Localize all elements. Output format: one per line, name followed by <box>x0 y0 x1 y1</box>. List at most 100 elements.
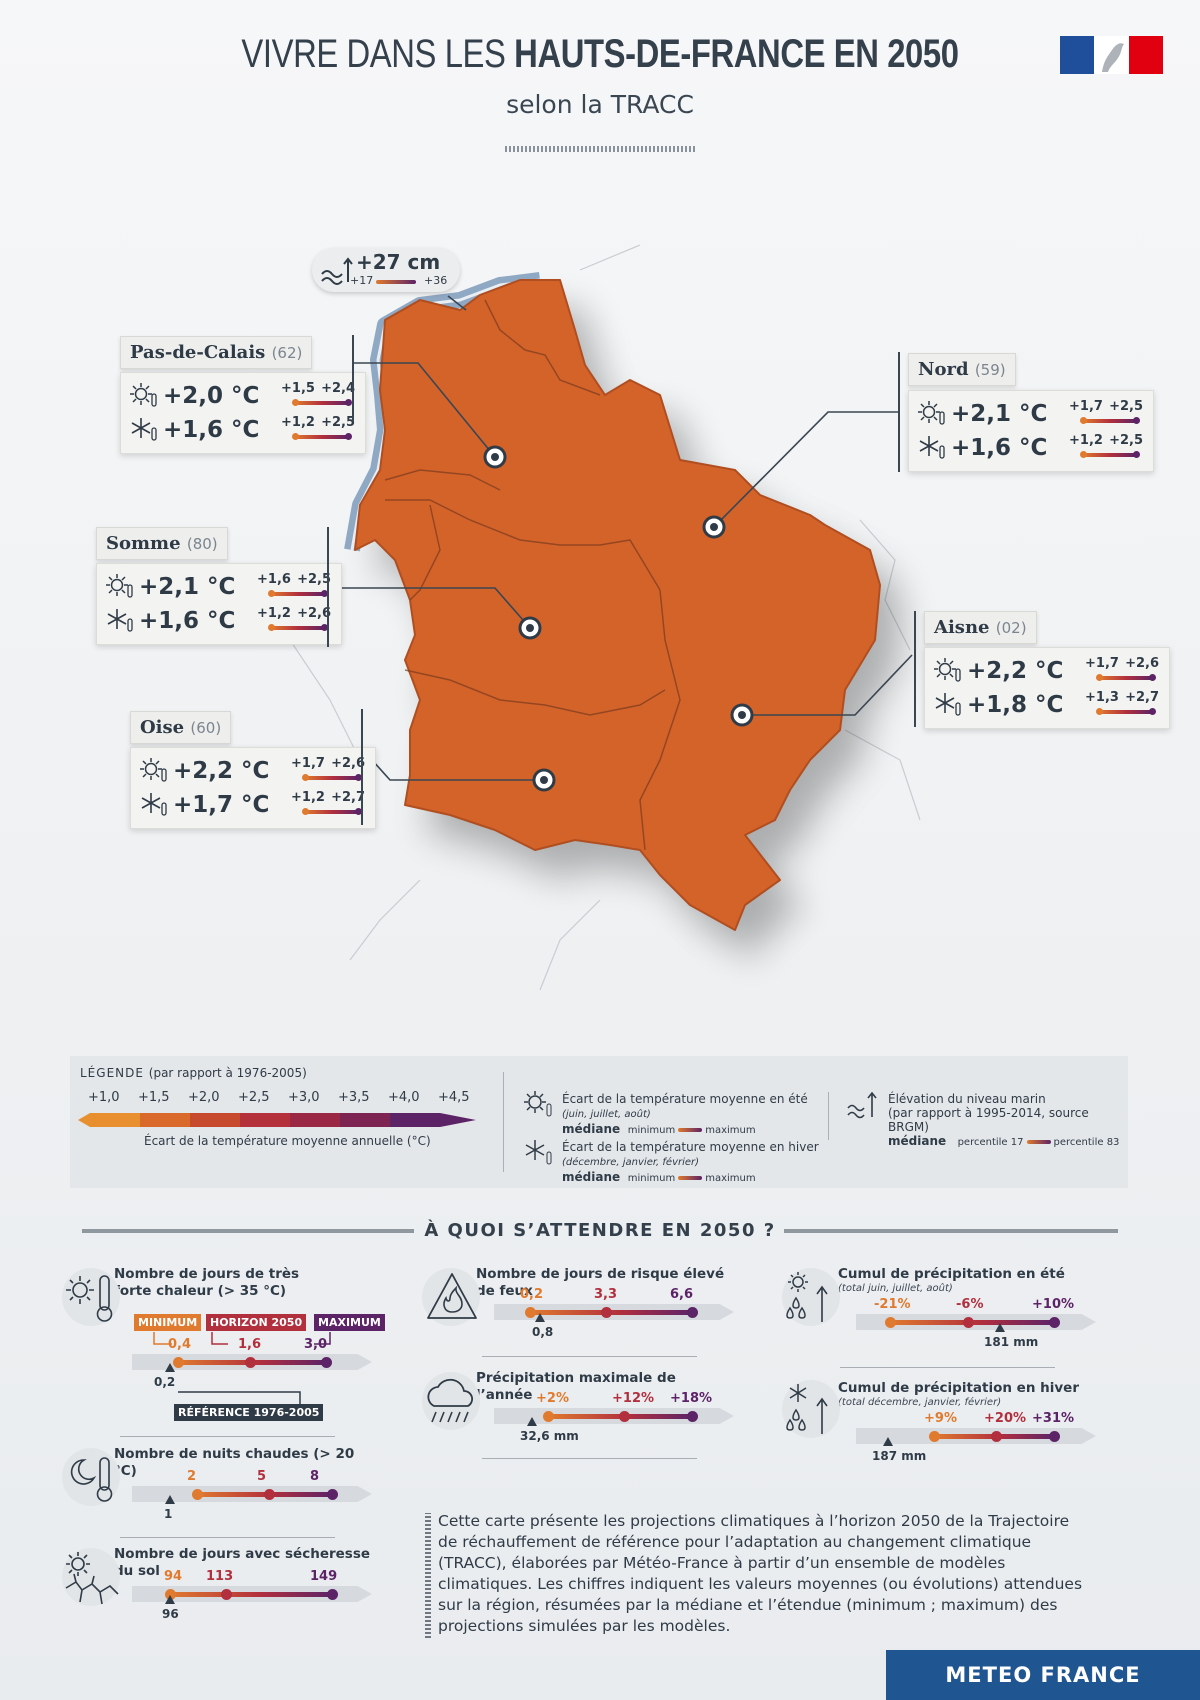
rain-cloud-icon <box>427 1378 474 1423</box>
title-divider <box>505 146 695 152</box>
winter-min: +1,2 <box>281 415 315 430</box>
indicator-min-label: 2 <box>187 1469 197 1484</box>
region-label-aisne: Aisne (02) <box>924 611 1037 644</box>
fire-warning-icon <box>427 1273 477 1319</box>
region-label-pas-de-calais: Pas-de-Calais (62) <box>120 336 313 369</box>
winter-range: +1,2 +2,5 <box>281 415 355 445</box>
indicator-median-dot <box>601 1307 612 1318</box>
summer-max: +2,6 <box>1125 656 1159 671</box>
snowflake-thermometer-icon <box>931 690 967 720</box>
region-card-aisne: +2,2 °C +1,7 +2,6 +1,8 °C +1,3 +2,7 <box>924 647 1170 729</box>
region-leader-bar <box>361 709 363 825</box>
reference-marker <box>165 1595 175 1604</box>
summer-value: +2,1 °C <box>951 401 1048 427</box>
winter-value: +1,6 °C <box>951 435 1048 461</box>
legend-scale-caption: Écart de la température moyenne annuelle… <box>144 1134 431 1148</box>
sea-level-range-bar <box>376 280 416 284</box>
indicator-median-dot <box>991 1431 1002 1442</box>
winter-range: +1,2 +2,6 <box>257 606 331 636</box>
sun-drops-arrow-icon <box>786 1272 828 1322</box>
summer-range: +1,7 +2,6 <box>291 756 365 786</box>
indicator-max-precip: Précipitation maximale de l’année +2% +12%… <box>476 1370 736 1450</box>
indicator-reference-label: 0,2 <box>154 1375 176 1389</box>
indicator-title-line: forte chaleur (> 35 °C) <box>114 1283 287 1299</box>
legend-winter-title: Écart de la température moyenne en hiver <box>562 1140 819 1154</box>
summer-min: +1,7 <box>291 756 325 771</box>
legend-winter-maximum: maximum <box>705 1173 756 1184</box>
indicator-max-dot <box>1049 1317 1060 1328</box>
legend-summer-median: médiane <box>562 1122 621 1136</box>
region-card-nord: +2,1 °C +1,7 +2,5 +1,6 °C +1,2 +2,5 <box>908 390 1154 472</box>
region-name: Nord <box>918 359 969 380</box>
legend-sea-median: médiane <box>888 1134 947 1148</box>
legend-tick: +4,0 <box>388 1090 420 1105</box>
winter-min: +1,3 <box>1085 690 1119 705</box>
legend-tick: +1,0 <box>88 1090 120 1105</box>
legend-tick: +2,0 <box>188 1090 220 1105</box>
sea-level-max: +36 <box>424 274 448 287</box>
indicator-title: Nombre de jours de risque élevé de feux <box>476 1266 725 1299</box>
region-leader-bar <box>914 611 916 727</box>
summer-max: +2,5 <box>297 572 331 587</box>
separator <box>120 1436 335 1437</box>
legend-summer-sub: (juin, juillet, août) <box>562 1109 651 1120</box>
reference-marker <box>995 1323 1005 1332</box>
winter-row: +1,6 °C +1,2 +2,5 <box>127 413 355 447</box>
summer-range: +1,7 +2,5 <box>1069 399 1143 429</box>
indicator-median-label: 3,3 <box>594 1287 618 1302</box>
legend-scale-left-arrow <box>78 1113 90 1127</box>
summer-row: +2,1 °C +1,7 +2,5 <box>915 397 1143 431</box>
summer-value: +2,0 °C <box>163 383 260 409</box>
indicator-reference-label: 181 mm <box>984 1335 1039 1349</box>
indicator-min-label: 0,2 <box>520 1287 544 1302</box>
indicator-reference-label: 1 <box>164 1507 173 1521</box>
reference-marker <box>535 1313 545 1322</box>
sea-wave-arrow-icon <box>321 257 353 285</box>
legend-scale-segment <box>140 1113 190 1127</box>
legend-sea: Élévation du niveau marin (par rapport à… <box>888 1092 1128 1150</box>
legend-tick: +2,5 <box>238 1090 270 1105</box>
indicator-min-label: +9% <box>924 1411 957 1426</box>
winter-value: +1,7 °C <box>173 792 270 818</box>
summer-min: +1,7 <box>1085 656 1119 671</box>
legend-scale-right-arrow <box>440 1113 476 1127</box>
summer-range-bar <box>292 399 352 406</box>
sea-level-value: +27 cm <box>356 250 441 274</box>
page-title: VIVRE DANS LES HAUTS-DE-FRANCE EN 2050 <box>108 32 1092 77</box>
page-subtitle: selon la TRACC <box>506 90 694 119</box>
reference-marker <box>527 1417 537 1426</box>
indicator-hot-days: Nombre de jours de très forte chaleur (> … <box>114 1266 385 1426</box>
indicator-median-label: 5 <box>257 1469 267 1484</box>
indicator-title: Nombre de nuits chaudes (> 20 °C) <box>114 1446 355 1479</box>
legend-summer-title: Écart de la température moyenne en été <box>562 1092 808 1106</box>
winter-range-bar <box>292 433 352 440</box>
indicator-median-label: -6% <box>956 1297 984 1312</box>
summer-value: +2,2 °C <box>967 658 1064 684</box>
indicator-max-label: 149 <box>310 1569 338 1584</box>
indicator-median-label: +12% <box>612 1391 655 1406</box>
indicator-title-line: Nombre de jours de très <box>114 1266 300 1282</box>
sun-thermometer-icon <box>103 572 139 602</box>
winter-min: +1,2 <box>257 606 291 621</box>
legend-sea-p83: percentile 83 <box>1053 1137 1120 1148</box>
indicator-min-label: +2% <box>536 1391 569 1406</box>
indicator-fire: Nombre de jours de risque élevé de feux 0… <box>476 1266 736 1346</box>
department-borders <box>384 299 681 851</box>
summer-max: +2,4 <box>321 381 355 396</box>
winter-value: +1,6 °C <box>163 417 260 443</box>
summer-row: +2,2 °C +1,7 +2,6 <box>137 754 365 788</box>
snowflake-thermometer-icon <box>915 433 951 463</box>
indicator-reference-label: 187 mm <box>872 1449 927 1463</box>
snow-drops-arrow-icon <box>786 1384 828 1434</box>
reference-marker <box>165 1495 175 1504</box>
legend-summer-minimum: minimum <box>627 1125 676 1136</box>
legend-panel: LÉGENDE (par rapport à 1976-2005) +1,0 +1… <box>70 1056 1128 1188</box>
separator <box>120 1537 335 1538</box>
title-bold: HAUTS-DE-FRANCE EN 2050 <box>514 32 959 76</box>
winter-max: +2,7 <box>331 790 365 805</box>
indicator-hot-nights: Nombre de nuits chaudes (> 20 °C) 2 5 8 1 <box>114 1446 374 1526</box>
sea-level-icon <box>847 1091 877 1119</box>
indicator-min-dot <box>192 1489 203 1500</box>
region-code: (80) <box>186 535 218 553</box>
tag-minimum: MINIMUM <box>134 1314 202 1331</box>
